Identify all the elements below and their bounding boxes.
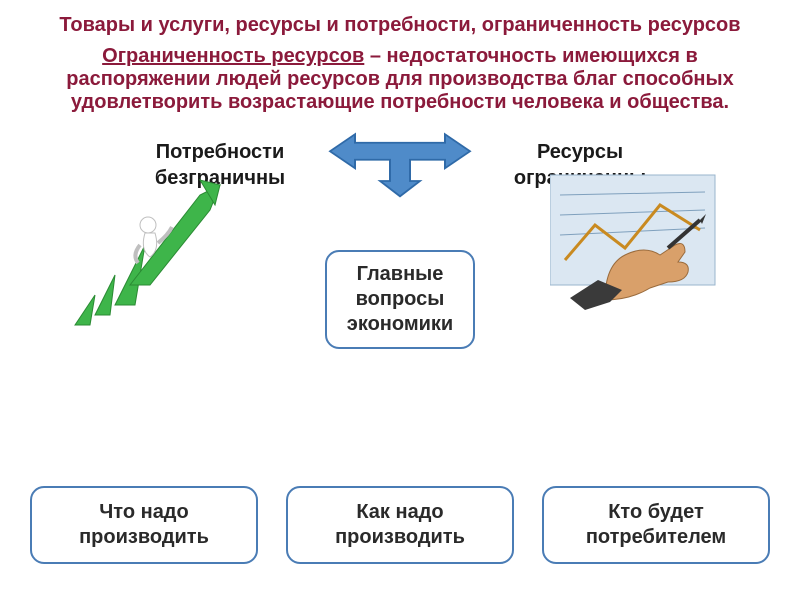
double-arrow-icon <box>325 130 475 200</box>
page-title: Товары и услуги, ресурсы и потребности, … <box>0 0 800 45</box>
question-who-box: Кто будет потребителем <box>542 486 770 564</box>
definition-term: Ограниченность ресурсов <box>102 45 364 67</box>
center-line1: Главные <box>357 263 444 285</box>
bottom-row: Что надо производить Как надо производит… <box>0 486 800 564</box>
center-box-wrap: Главные вопросы экономики <box>0 250 800 349</box>
q3-line2: потребителем <box>586 526 726 548</box>
double-arrow-wrap <box>320 130 480 200</box>
center-line3: экономики <box>347 313 453 335</box>
images-row: Главные вопросы экономики <box>0 200 800 350</box>
q2-line2: производить <box>335 526 465 548</box>
resources-line1: Ресурсы <box>537 141 623 163</box>
question-how-box: Как надо производить <box>286 486 514 564</box>
title-text: Товары и услуги, ресурсы и потребности, … <box>59 14 740 36</box>
definition: Ограниченность ресурсов – недостаточност… <box>0 45 800 130</box>
main-questions-box: Главные вопросы экономики <box>325 250 475 349</box>
q1-line1: Что надо <box>99 501 188 523</box>
q3-line1: Кто будет <box>608 501 704 523</box>
q1-line2: производить <box>79 526 209 548</box>
q2-line1: Как надо <box>356 501 443 523</box>
needs-line1: Потребности <box>156 141 285 163</box>
center-line2: вопросы <box>356 288 445 310</box>
question-what-box: Что надо производить <box>30 486 258 564</box>
